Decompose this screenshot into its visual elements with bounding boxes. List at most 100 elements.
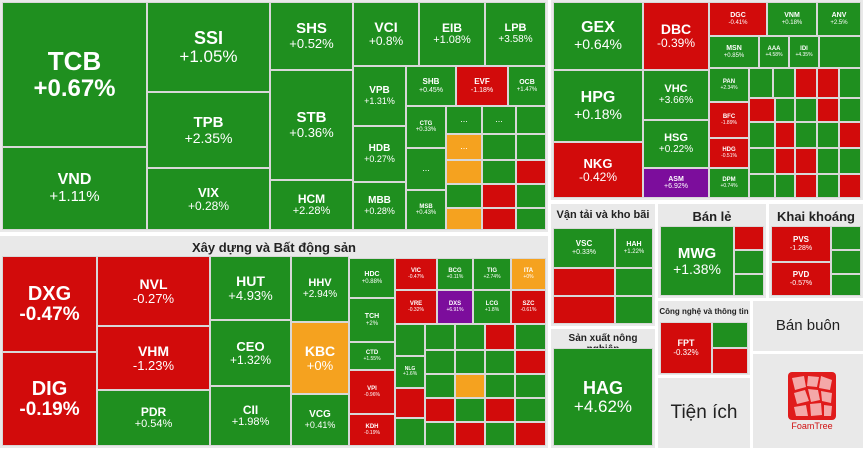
tile-hdc[interactable]: HDC +0.88% (349, 258, 395, 298)
tile-small[interactable] (485, 422, 515, 446)
tile-tig[interactable]: TIG +2.74% (473, 258, 511, 290)
tile-pan[interactable]: PAN +2.34% (709, 68, 749, 102)
tile-small[interactable] (446, 184, 482, 208)
tile-hdb[interactable]: HDB +0.27% (353, 126, 406, 182)
tile-kdh[interactable]: KDH -0.19% (349, 414, 395, 446)
tile-small[interactable] (395, 418, 425, 446)
tile-small[interactable] (839, 174, 861, 198)
tile-small[interactable] (831, 250, 861, 274)
tile-asm[interactable]: ASM +6.92% (643, 168, 709, 198)
tile-ctg[interactable]: CTG +0.33% (406, 106, 446, 148)
tile-small[interactable] (485, 374, 515, 398)
tile-vnm[interactable]: VNM +0.18% (767, 2, 817, 36)
tile-small[interactable] (749, 148, 775, 174)
tile-hut[interactable]: HUT +4.93% (210, 256, 291, 320)
tile-small[interactable] (516, 184, 546, 208)
tile-mbb[interactable]: MBB +0.28% (353, 182, 406, 230)
tile-dxg[interactable]: DXG -0.47% (2, 256, 97, 352)
tile-cii[interactable]: CII +1.98% (210, 386, 291, 446)
tile-tpb[interactable]: TPB +2.35% (147, 92, 270, 168)
tile-vpi[interactable]: VPI -0.96% (349, 370, 395, 414)
tile-lpb[interactable]: LPB +3.58% (485, 2, 546, 66)
tile-tch[interactable]: TCH +2% (349, 298, 395, 342)
tile-small[interactable] (734, 226, 764, 250)
tile-small[interactable] (455, 398, 485, 422)
tile-small[interactable] (839, 98, 861, 122)
tile-small[interactable] (795, 174, 817, 198)
tile-small[interactable] (395, 324, 425, 356)
tile-vix[interactable]: VIX +0.28% (147, 168, 270, 230)
tile-small[interactable] (817, 148, 839, 174)
tile-small[interactable]: ... (406, 148, 446, 190)
tile-small[interactable] (455, 422, 485, 446)
tile-ctd[interactable]: CTD +1.55% (349, 342, 395, 370)
tile-vic[interactable]: VIC -0.47% (395, 258, 437, 290)
tile-tcb[interactable]: TCB +0.67% (2, 2, 147, 147)
tile-hcm[interactable]: HCM +2.28% (270, 180, 353, 230)
tile-small[interactable] (795, 122, 817, 148)
tile-small[interactable] (839, 148, 861, 174)
tile-small[interactable] (819, 36, 861, 68)
tile-ssi[interactable]: SSI +1.05% (147, 2, 270, 92)
tile-small[interactable] (775, 98, 795, 122)
tile-small[interactable] (516, 208, 546, 230)
tile-nlg[interactable]: NLG +1.6% (395, 356, 425, 388)
tile-shb[interactable]: SHB +0.45% (406, 66, 456, 106)
tile-ita[interactable]: ITA +0% (511, 258, 546, 290)
tile-small[interactable] (775, 122, 795, 148)
tile-small[interactable] (425, 324, 455, 350)
tile-small[interactable] (516, 134, 546, 160)
tile-shs[interactable]: SHS +0.52% (270, 2, 353, 70)
tile-vnd[interactable]: VND +1.11% (2, 147, 147, 230)
sector-wholesale[interactable]: Bán buôn (753, 301, 863, 351)
tile-hdg[interactable]: HDG -0.51% (709, 138, 749, 168)
tile-small[interactable] (485, 398, 515, 422)
tile-hhv[interactable]: HHV +2.94% (291, 256, 349, 322)
tile-fpt[interactable]: FPT -0.32% (660, 322, 712, 374)
tile-small[interactable] (734, 250, 764, 274)
tile-hsg[interactable]: HSG +0.22% (643, 120, 709, 168)
tile-gex[interactable]: GEX +0.64% (553, 2, 643, 70)
tile-vhc[interactable]: VHC +3.66% (643, 70, 709, 120)
tile-msb[interactable]: MSB +0.43% (406, 190, 446, 230)
tile-small[interactable] (482, 134, 516, 160)
tile-small[interactable] (749, 174, 775, 198)
tile-small[interactable] (485, 324, 515, 350)
tile-small[interactable] (749, 122, 775, 148)
tile-small[interactable] (795, 148, 817, 174)
tile-bcg[interactable]: BCG +0.11% (437, 258, 473, 290)
tile-small[interactable] (773, 68, 795, 98)
tile-small[interactable] (734, 274, 764, 296)
tile-small[interactable] (775, 174, 795, 198)
tile-nkg[interactable]: NKG -0.42% (553, 142, 643, 198)
tile-small[interactable] (515, 324, 546, 350)
tile-ocb[interactable]: OCB +1.47% (508, 66, 546, 106)
tile-vpb[interactable]: VPB +1.31% (353, 66, 406, 126)
tile-small[interactable] (515, 374, 546, 398)
tile-small[interactable] (425, 350, 455, 374)
tile-small[interactable] (515, 422, 546, 446)
tile-small[interactable] (455, 374, 485, 398)
tile-hah[interactable]: HAH +1.22% (615, 228, 653, 268)
tile-small[interactable] (839, 68, 861, 98)
tile-small[interactable]: ... (446, 106, 482, 134)
tile-szc[interactable]: SZC -0.61% (511, 290, 546, 324)
tile-dpm[interactable]: DPM +0.74% (709, 168, 749, 198)
tile-small[interactable] (712, 322, 748, 348)
tile-small[interactable] (749, 68, 773, 98)
tile-small[interactable] (515, 398, 546, 422)
tile-lcg[interactable]: LCG +1.8% (473, 290, 511, 324)
tile-dgc[interactable]: DGC -0.41% (709, 2, 767, 36)
tile-anv[interactable]: ANV +2.5% (817, 2, 861, 36)
tile-bfc[interactable]: BFC -1.89% (709, 102, 749, 138)
tile-small[interactable] (831, 226, 861, 250)
tile-kbc[interactable]: KBC +0% (291, 322, 349, 394)
tile-small[interactable] (516, 106, 546, 134)
tile-aaa[interactable]: AAA +4.58% (759, 36, 789, 68)
tile-pdr[interactable]: PDR +0.54% (97, 390, 210, 446)
tile-small[interactable] (831, 274, 861, 296)
tile-small[interactable] (817, 68, 839, 98)
tile-small[interactable] (553, 296, 615, 324)
tile-small[interactable] (425, 398, 455, 422)
tile-small[interactable] (482, 208, 516, 230)
